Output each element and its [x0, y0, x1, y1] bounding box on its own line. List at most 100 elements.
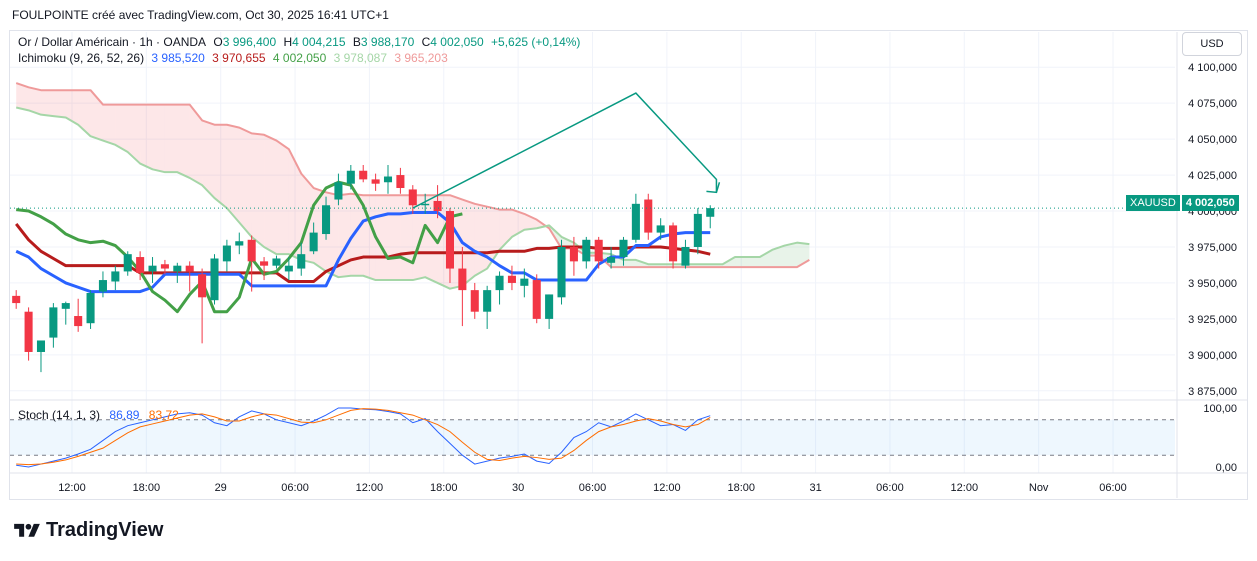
price-tick: 3 925,000 — [1188, 314, 1237, 326]
time-tick: 12:00 — [653, 482, 681, 494]
currency-button[interactable]: USD — [1182, 32, 1242, 56]
price-tick: 4 050,000 — [1188, 134, 1237, 146]
candle-body — [36, 340, 46, 352]
caption-line: FOULPOINTE créé avec TradingView.com, Oc… — [12, 8, 389, 22]
cloud-segment — [524, 213, 537, 230]
price-tick: 3 975,000 — [1188, 242, 1237, 254]
candle-body — [222, 245, 231, 262]
stoch-tick: 100,00 — [1203, 403, 1237, 415]
candle-body — [631, 203, 640, 240]
stoch-label[interactable]: Stoch (14, 1, 3) — [18, 408, 101, 422]
symbol-header: Or / Dollar Américain · 1h · OANDA O3 99… — [18, 35, 584, 49]
cloud-segment — [127, 104, 141, 164]
candle-body — [24, 311, 33, 352]
cloud-segment — [152, 104, 165, 173]
time-tick: 12:00 — [58, 482, 86, 494]
grid-layer — [10, 32, 1247, 498]
candle-body — [359, 170, 368, 180]
candle-body — [557, 246, 566, 298]
candle-body — [98, 280, 107, 292]
high-value: 4 004,215 — [292, 35, 346, 49]
candle-body — [458, 268, 467, 291]
time-axis: 12:00 18:00 29 06:00 12:00 18:00 30 06:00 12:00 1… — [58, 482, 1127, 494]
span-a-value: 3 978,087 — [333, 51, 388, 65]
candle-body — [545, 294, 554, 319]
price-tick: 4 025,000 — [1188, 170, 1237, 182]
time-tick: 18:00 — [727, 482, 755, 494]
cloud-segment — [90, 90, 103, 141]
candle-body — [86, 293, 95, 324]
high-label: H — [283, 35, 293, 49]
kijun-value: 3 970,655 — [212, 51, 266, 65]
candle-body — [669, 225, 678, 262]
cloud-segment — [65, 90, 79, 125]
stoch-d-value: 83,72 — [148, 408, 179, 422]
time-tick: 06:00 — [579, 482, 607, 494]
candle-body — [297, 254, 306, 269]
candle-body — [160, 264, 169, 269]
ichimoku-cloud — [16, 83, 810, 289]
chart-frame — [9, 30, 1248, 500]
candle-body — [346, 170, 355, 184]
cloud-segment — [40, 90, 54, 117]
cloud-segment — [735, 257, 748, 268]
candle-body — [507, 275, 516, 283]
cloud-segment — [288, 149, 302, 260]
cloud-segment — [772, 245, 785, 268]
candle-body — [693, 213, 702, 247]
stoch-k-value: 86,89 — [109, 408, 140, 422]
candle-body — [61, 303, 70, 309]
candle-body — [49, 307, 58, 338]
candle-body — [433, 200, 442, 212]
candle-body — [619, 239, 628, 258]
cloud-segment — [784, 242, 797, 268]
symbol-description[interactable]: Or / Dollar Américain · 1h · OANDA — [18, 35, 207, 49]
span-a-line — [15, 106, 810, 290]
tradingview-logo-icon — [14, 523, 40, 537]
tradingview-logo[interactable]: TradingView — [12, 519, 163, 542]
candle-body — [706, 208, 715, 217]
price-tick: 4 100,000 — [1188, 62, 1237, 74]
cloud-segment — [177, 104, 190, 178]
cloud-segment — [747, 257, 760, 268]
time-tick: 29 — [215, 482, 227, 494]
candle-body — [322, 205, 331, 235]
last-price-tag: XAUUSD 4 002,050 — [1126, 195, 1239, 211]
candle-body — [198, 274, 207, 298]
candle-body — [470, 290, 479, 312]
candle-body — [607, 257, 616, 263]
candle-body — [309, 232, 318, 252]
candles — [12, 164, 715, 373]
cloud-segment — [239, 127, 252, 237]
time-tick: 18:00 — [133, 482, 161, 494]
cloud-segment — [251, 133, 265, 247]
cloud-segment — [202, 120, 215, 199]
cloud-segment — [214, 124, 227, 209]
candle-body — [644, 199, 653, 233]
candle-body — [111, 271, 120, 282]
candle-body — [594, 239, 603, 262]
cloud-segment — [164, 104, 178, 173]
brand-name: TradingView — [46, 519, 164, 541]
span-b-value: 3 965,203 — [394, 51, 448, 65]
time-tick: 12:00 — [356, 482, 384, 494]
time-tick: 06:00 — [281, 482, 309, 494]
candle-body — [136, 257, 145, 273]
candle-body — [656, 225, 665, 233]
candle-body — [148, 265, 157, 272]
open-value: 3 996,400 — [222, 35, 277, 49]
candle-body — [532, 280, 541, 319]
candle-body — [681, 246, 690, 266]
candle-body — [74, 316, 83, 327]
low-value: 3 988,170 — [360, 35, 415, 49]
time-tick: 06:00 — [876, 482, 904, 494]
cloud-segment — [53, 90, 66, 118]
ichimoku-legend[interactable]: Ichimoku (9, 26, 52, 26) 3 985,520 3 970… — [18, 51, 452, 65]
ichimoku-label[interactable]: Ichimoku (9, 26, 52, 26) — [18, 51, 145, 65]
candle-body — [445, 211, 455, 269]
stoch-legend[interactable]: Stoch (14, 1, 3) 86,89 83,72 — [18, 408, 185, 422]
candle-body — [582, 239, 591, 262]
candle-body — [284, 265, 293, 272]
open-label: O — [213, 35, 223, 49]
